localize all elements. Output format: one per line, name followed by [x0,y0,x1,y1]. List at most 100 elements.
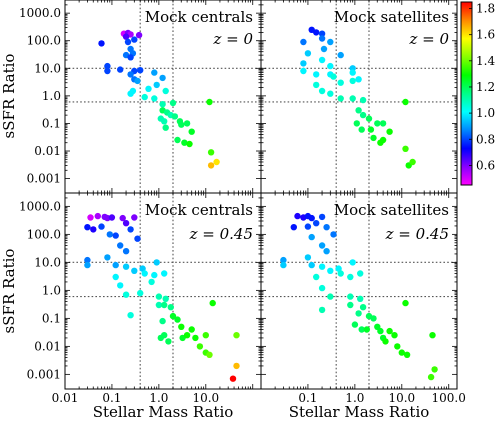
colorbar-tick-label: 1.8 [476,2,495,16]
x-tick-label: 0.1 [298,391,317,405]
panel-title: Mock centrals [145,201,253,219]
x-tick-label: 10.0 [388,391,415,405]
data-point [183,332,191,339]
data-point [353,120,360,127]
data-point [148,278,155,286]
panel-centrals-z045: Mock centrals z = 0.45 [64,192,262,390]
data-point [358,326,365,333]
data-point [318,306,326,314]
data-point [304,50,312,57]
data-point [84,224,91,231]
data-point [124,38,132,46]
axis-ticks [65,0,261,193]
data-point [178,323,185,330]
data-point [159,74,166,82]
data-point [165,338,172,345]
data-point [313,81,320,89]
data-point [153,81,160,89]
scatter-points [84,212,240,382]
data-point [122,33,130,40]
data-point [330,231,337,238]
data-point [98,40,105,47]
data-point [87,214,94,221]
data-point [151,271,158,279]
y-tick-labels-bottom: 0.001 0.01 0.1 1.0 10.0 100.0 1000.0 [19,199,61,381]
y-tick-label: 0.01 [34,339,61,353]
data-point [131,267,138,274]
data-point [431,366,438,373]
data-point [141,270,148,277]
y-tick-label: 100.0 [27,34,61,48]
data-point [117,242,124,249]
x-axis-label-right: Stellar Mass Ratio [289,403,430,421]
data-point [206,351,213,358]
data-point [181,139,188,146]
scatter-points [300,26,416,169]
data-point [367,126,375,133]
colorbar: 0.6 0.8 1.0 1.2 1.4 1.6 1.8 [460,1,495,186]
data-point [192,334,199,342]
data-point [162,124,169,131]
data-point [104,254,111,261]
y-tick-label: 1.0 [42,283,61,297]
data-point [349,259,356,266]
data-point [127,54,134,61]
data-point [161,118,168,125]
data-point [104,67,111,75]
data-point [112,261,119,269]
scatter-points [280,212,438,381]
y-tick-label: 0.1 [42,311,61,325]
y-tick-label: 0.001 [27,367,61,381]
data-point [117,282,124,289]
data-point [294,212,301,220]
data-point [323,248,330,255]
data-point [174,316,181,323]
data-point [84,256,91,264]
data-point [337,79,344,86]
y-tick-label: 1.0 [42,89,61,103]
data-point [349,69,356,76]
data-point [106,231,114,238]
data-point [167,304,174,311]
data-point [127,71,134,78]
data-point [359,111,367,119]
y-axis-label-bottom: sSFR Ratio [0,249,18,334]
colorbar-ticks: 0.6 0.8 1.0 1.2 1.4 1.6 1.8 [469,2,495,172]
data-point [233,332,240,339]
panel-satellites-z0: Mock satellites z = 0 [260,0,458,194]
panel-redshift: z = 0 [212,30,253,48]
data-point [355,107,362,114]
data-point [347,293,354,300]
data-point [188,326,195,333]
y-tick-label: 10.0 [34,61,61,75]
data-point [308,261,315,269]
data-point [374,120,381,127]
data-point [365,115,373,122]
data-point [357,270,364,277]
data-point [349,95,356,102]
colorbar-tick-label: 1.6 [476,28,495,42]
panel-frame [260,192,458,390]
data-point [429,332,436,339]
data-point [391,332,398,339]
data-point [162,87,169,95]
data-point [318,213,326,221]
data-point [98,223,105,230]
data-point [318,263,326,270]
panel-redshift: z = 0 [408,30,449,48]
colorbar-tick-label: 1.0 [476,106,495,120]
colorbar-tick-label: 1.2 [476,80,495,94]
y-tick-label: 0.01 [34,144,61,158]
y-tick-label: 0.1 [42,116,61,130]
panel-redshift: z = 0.45 [189,225,253,243]
x-tick-label: 1.0 [149,391,168,405]
data-point [304,223,312,230]
data-point [327,267,334,274]
data-point [141,93,148,101]
data-point [90,226,97,233]
data-point [108,214,116,221]
data-point [370,134,377,142]
data-point [318,284,326,292]
data-point [169,99,177,107]
data-point [171,113,179,120]
